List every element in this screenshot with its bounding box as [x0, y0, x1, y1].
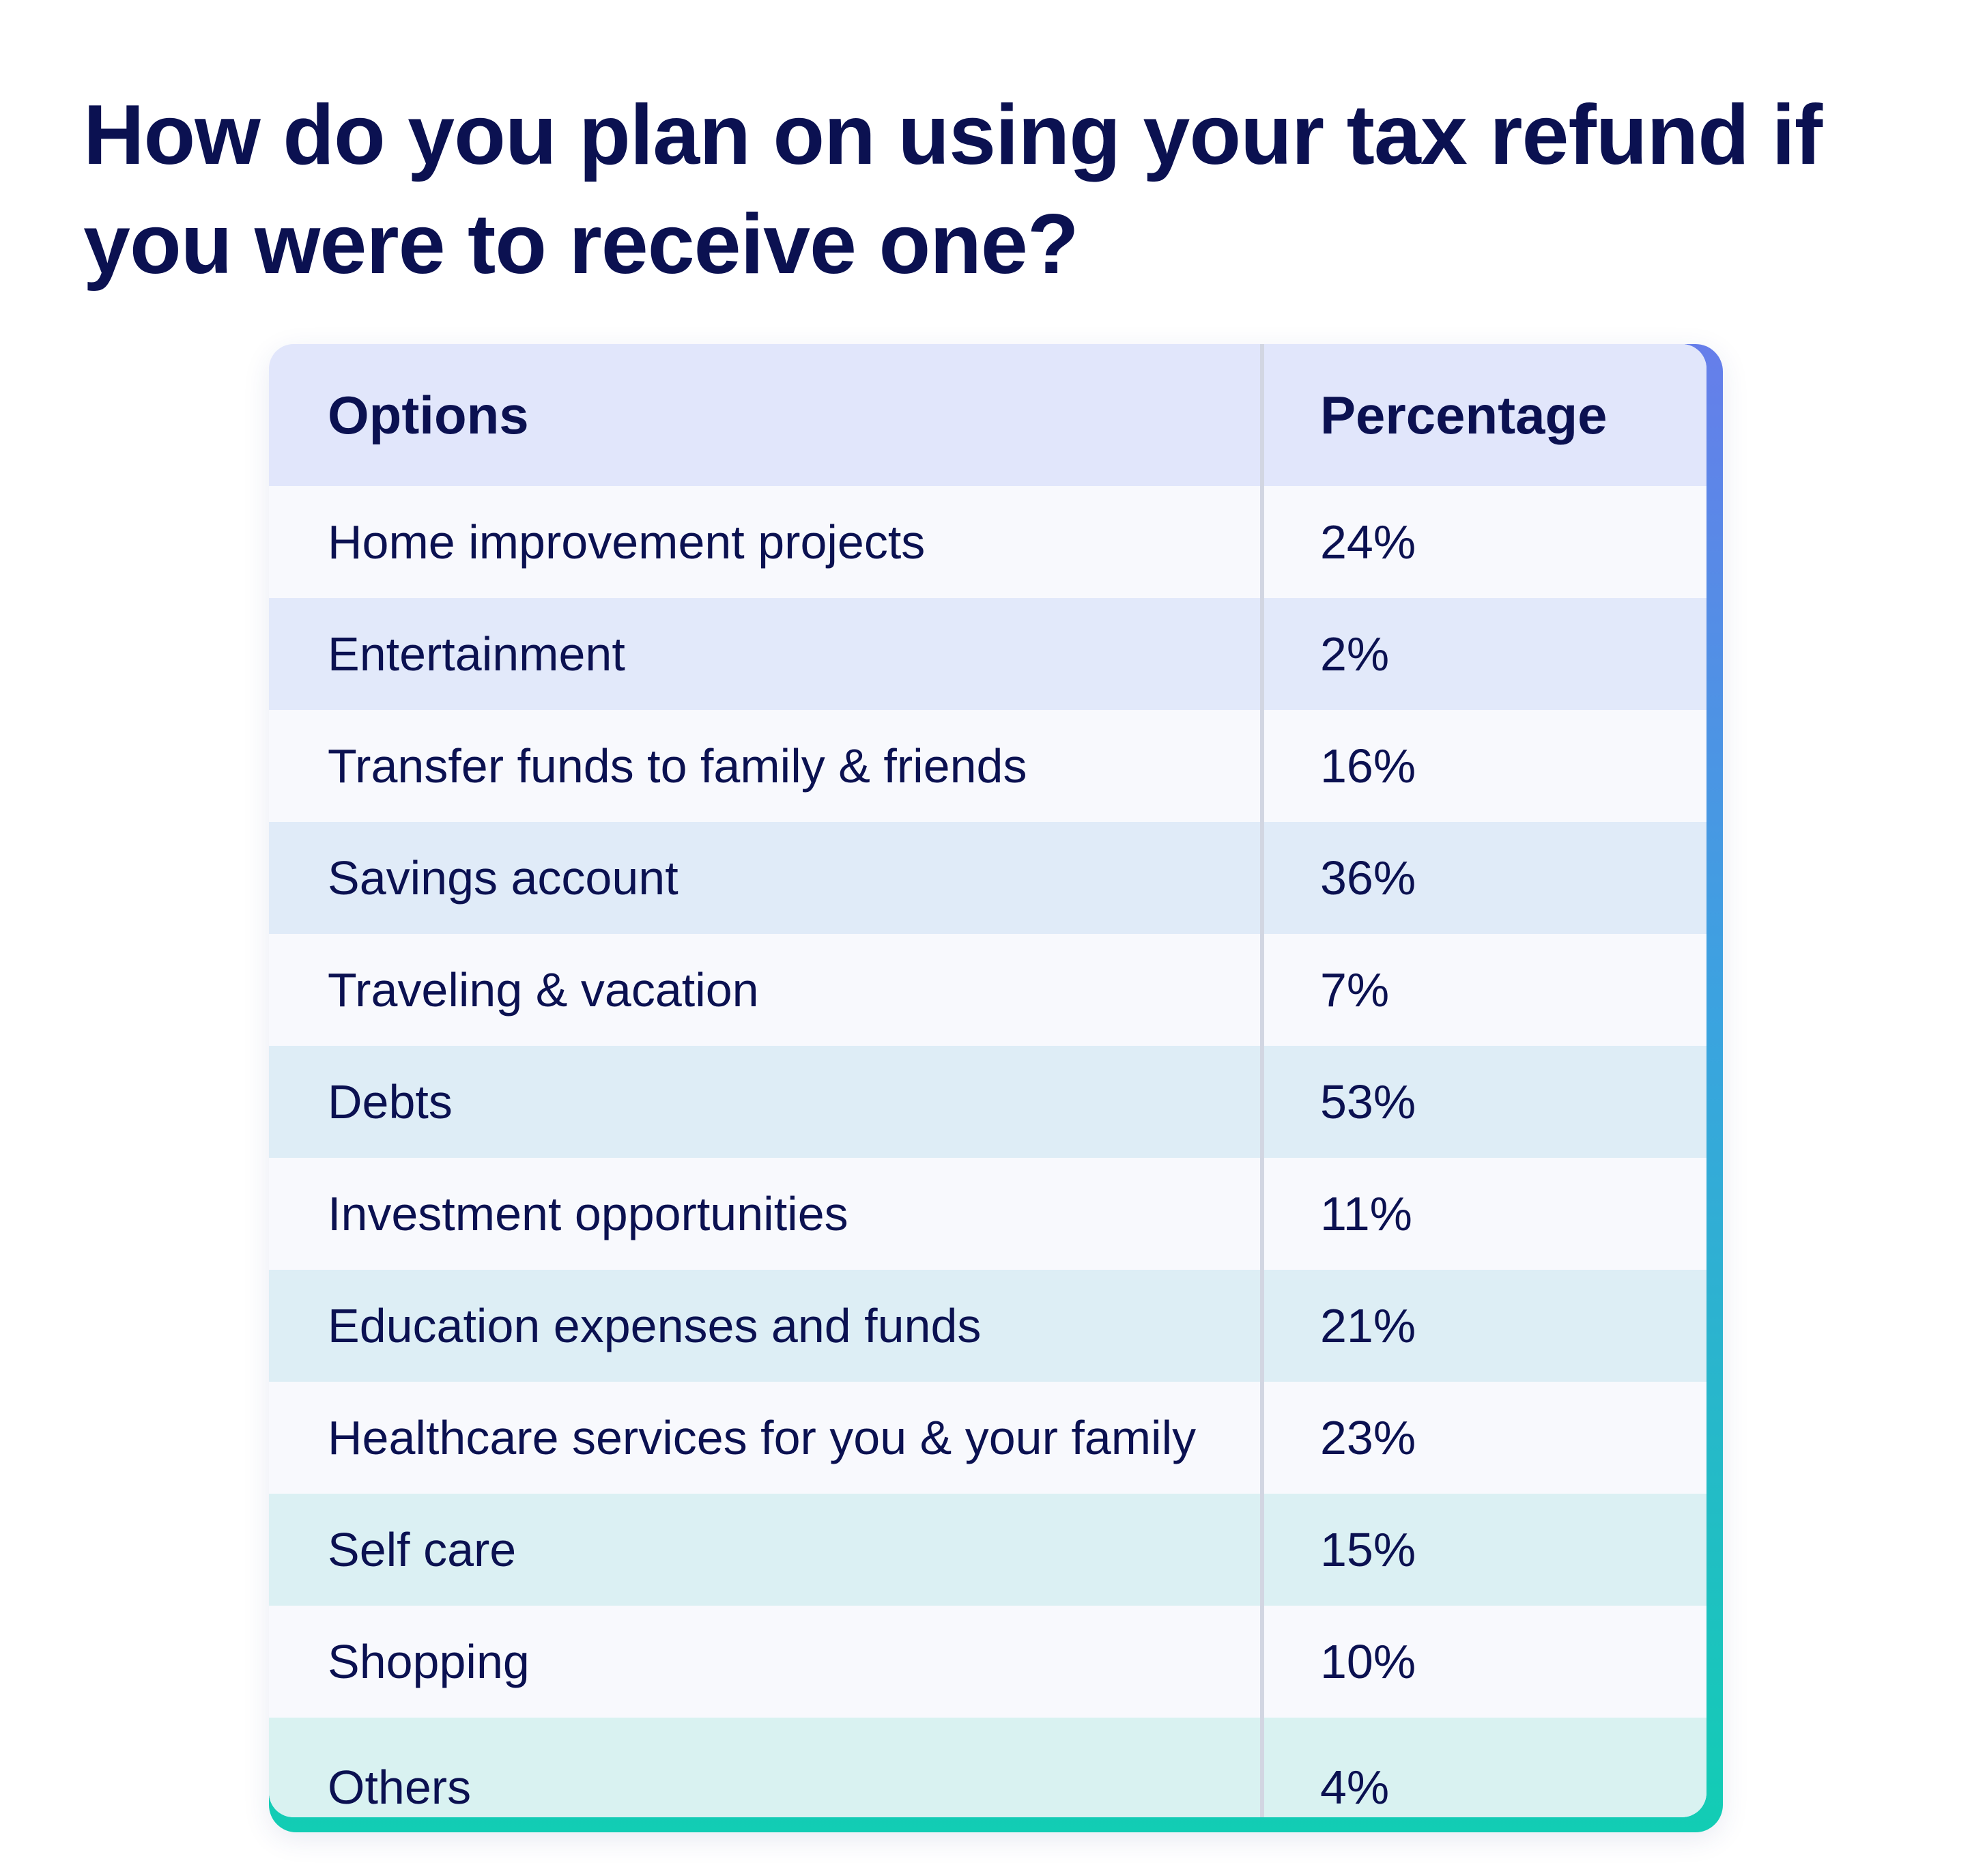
option-label: Entertainment	[328, 627, 625, 681]
percentage-value: 23%	[1320, 1411, 1416, 1464]
table-row: Investment opportunities 11%	[269, 1158, 1706, 1270]
table-row: Others 4%	[269, 1718, 1706, 1817]
percentage-value: 21%	[1320, 1299, 1416, 1352]
table-row: Self care 15%	[269, 1494, 1706, 1606]
table-row: Entertainment 2%	[269, 598, 1706, 710]
percentage-value: 11%	[1320, 1187, 1412, 1240]
table-row: Home improvement projects 24%	[269, 486, 1706, 598]
table-row: Education expenses and funds 21%	[269, 1270, 1706, 1382]
percentage-value: 4%	[1320, 1761, 1390, 1814]
option-label: Education expenses and funds	[328, 1299, 982, 1352]
option-label: Healthcare services for you & your famil…	[328, 1411, 1197, 1464]
table-row: Debts 53%	[269, 1046, 1706, 1158]
percentage-value: 2%	[1320, 627, 1390, 681]
column-header-options: Options	[328, 384, 529, 445]
option-label: Savings account	[328, 851, 679, 905]
table-row: Savings account 36%	[269, 822, 1706, 934]
data-table: Options Percentage Home improvement proj…	[269, 344, 1706, 1817]
percentage-value: 10%	[1320, 1635, 1416, 1688]
percentage-value: 16%	[1320, 739, 1416, 793]
percentage-value: 7%	[1320, 963, 1390, 1017]
table-row: Transfer funds to family & friends 16%	[269, 710, 1706, 822]
option-label: Debts	[328, 1075, 453, 1128]
percentage-value: 36%	[1320, 851, 1416, 905]
table-row: Traveling & vacation 7%	[269, 934, 1706, 1046]
table-row: Healthcare services for you & your famil…	[269, 1382, 1706, 1494]
option-label: Home improvement projects	[328, 515, 926, 569]
option-label: Others	[328, 1761, 472, 1814]
table-row: Shopping 10%	[269, 1606, 1706, 1718]
option-label: Self care	[328, 1523, 517, 1576]
option-label: Traveling & vacation	[328, 963, 759, 1017]
option-label: Investment opportunities	[328, 1187, 848, 1240]
option-label: Shopping	[328, 1635, 530, 1688]
option-label: Transfer funds to family & friends	[328, 739, 1027, 793]
table-header-row: Options Percentage	[269, 344, 1706, 486]
percentage-value: 15%	[1320, 1523, 1416, 1576]
percentage-value: 24%	[1320, 515, 1416, 569]
percentage-value: 53%	[1320, 1075, 1416, 1128]
column-divider	[1260, 344, 1264, 1817]
column-header-percentage: Percentage	[1320, 384, 1608, 445]
page-title: How do you plan on using your tax refund…	[83, 88, 1823, 292]
table-accent-frame: Options Percentage Home improvement proj…	[269, 344, 1723, 1832]
